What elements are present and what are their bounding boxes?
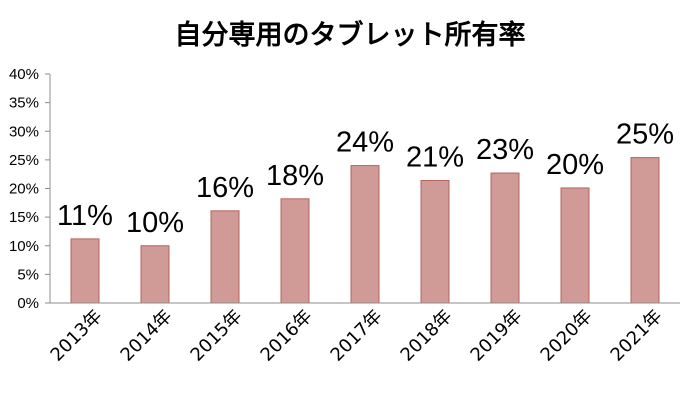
data-label: 11% bbox=[57, 200, 113, 232]
data-label: 21% bbox=[406, 141, 464, 173]
y-tick-label: 25% bbox=[9, 152, 39, 169]
bars bbox=[70, 157, 660, 304]
bar bbox=[350, 165, 380, 304]
bar bbox=[280, 198, 310, 304]
data-label: 23% bbox=[476, 134, 534, 166]
bar bbox=[560, 187, 590, 304]
data-label: 16% bbox=[196, 172, 254, 204]
x-axis-ticks: 2013年 2014年 2015年 2016年 2017年 2018年 2019年 2020年… bbox=[47, 306, 667, 366]
data-label: 10% bbox=[126, 207, 184, 239]
y-tick-label: 0% bbox=[17, 295, 39, 312]
y-tick-label: 5% bbox=[17, 266, 39, 283]
y-tick-label: 40% bbox=[9, 66, 39, 83]
y-axis-ticks: 0% 5% 10% 15% 20% 25% 30% 35% 40% bbox=[9, 66, 50, 312]
x-tick-label: 2016年 bbox=[257, 306, 317, 366]
x-tick-label: 2019年 bbox=[467, 306, 527, 366]
bar bbox=[140, 245, 170, 304]
y-tick-label: 30% bbox=[9, 123, 39, 140]
bar bbox=[70, 238, 100, 304]
x-tick-label: 2018年 bbox=[397, 306, 457, 366]
data-label: 18% bbox=[266, 160, 324, 192]
data-label: 20% bbox=[546, 149, 604, 181]
bar bbox=[630, 157, 660, 304]
data-label: 24% bbox=[336, 127, 394, 159]
bar bbox=[420, 179, 450, 304]
x-tick-label: 2020年 bbox=[537, 306, 597, 366]
x-tick-label: 2013年 bbox=[47, 306, 107, 366]
y-tick-label: 35% bbox=[9, 95, 39, 112]
x-tick-label: 2014年 bbox=[117, 306, 177, 366]
axes bbox=[49, 74, 680, 304]
bar bbox=[210, 210, 240, 304]
chart-title: 自分専用のタブレット所有率 bbox=[175, 19, 526, 51]
x-tick-label: 2017年 bbox=[327, 306, 387, 366]
bar bbox=[490, 172, 520, 304]
y-tick-label: 15% bbox=[9, 209, 39, 226]
x-tick-label: 2021年 bbox=[607, 306, 667, 366]
x-tick-label: 2015年 bbox=[187, 306, 247, 366]
y-tick-label: 20% bbox=[9, 181, 39, 198]
data-labels: 11% 10% 16% 18% 24% 21% 23% 20% 25% bbox=[57, 119, 674, 239]
y-tick-label: 10% bbox=[9, 238, 39, 255]
data-label: 25% bbox=[616, 119, 674, 151]
